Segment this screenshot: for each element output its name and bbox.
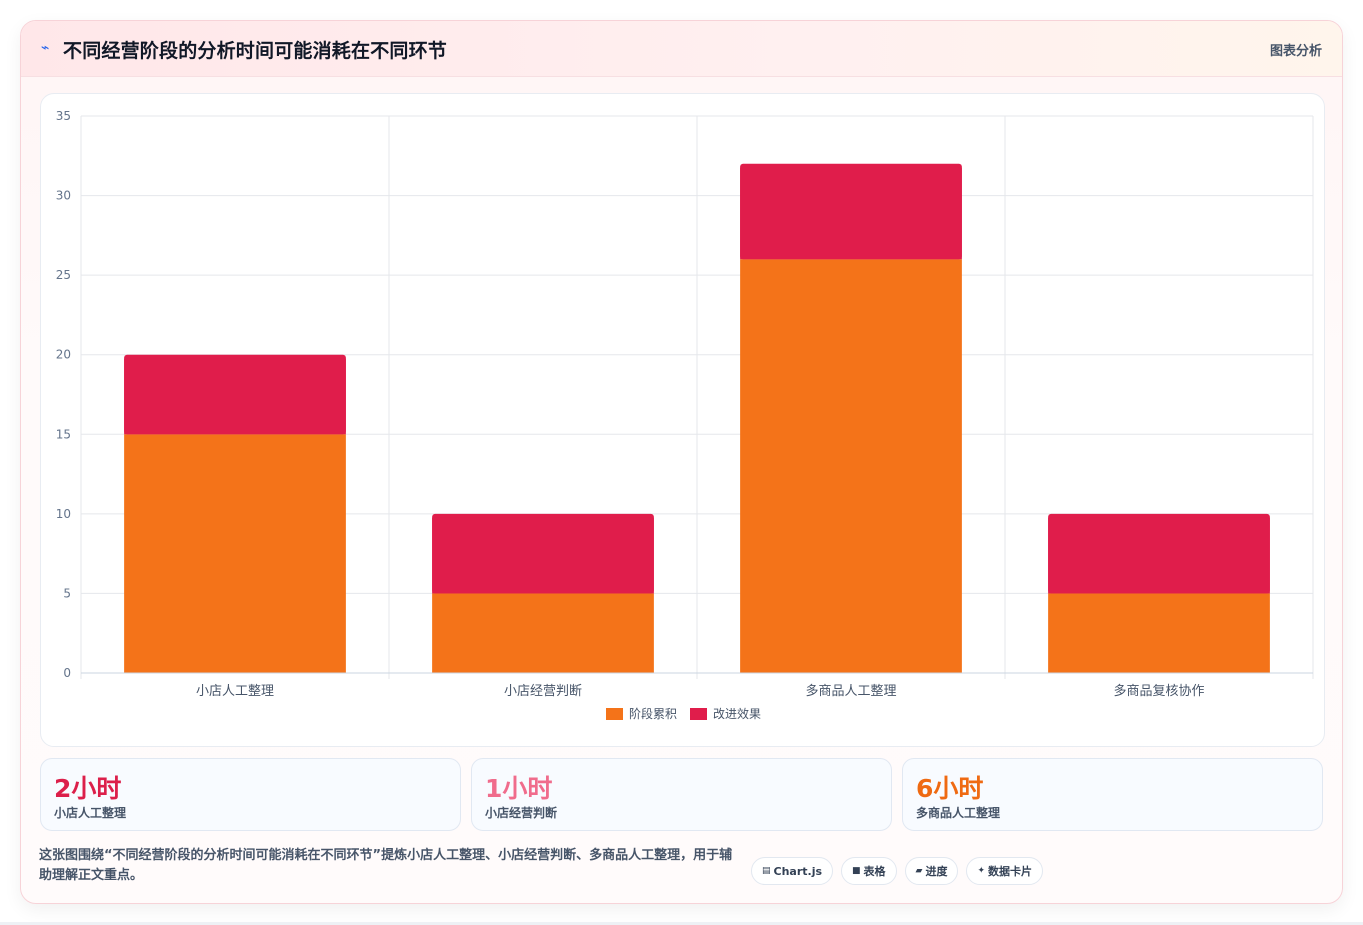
chart-caption: 这张图围绕“不同经营阶段的分析时间可能消耗在不同环节”提炼小店人工整理、小店经营… bbox=[39, 848, 733, 883]
chip-table[interactable]: ■ 表格 bbox=[841, 857, 897, 885]
chip-chartjs[interactable]: ▤ Chart.js bbox=[751, 857, 834, 885]
stat-value: 1小时 bbox=[485, 774, 553, 803]
chart-panel: 0 5 10 15 20 25 30 35 小店人工整理 小店经营判断 多商品人工整理 多商品复核协作… bbox=[40, 93, 1325, 747]
x-tick-label: 小店经营判断 bbox=[504, 684, 582, 699]
chip-label: 数据卡片 bbox=[988, 865, 1033, 878]
y-tick-label: 0 bbox=[63, 666, 71, 680]
bolt-icon: ⌁ bbox=[41, 40, 50, 56]
chip-label: 表格 bbox=[863, 865, 886, 878]
bar-segment-fill bbox=[1048, 517, 1270, 594]
stat-card: 6小时 多商品人工整理 bbox=[902, 758, 1323, 831]
y-tick-label: 30 bbox=[56, 189, 71, 203]
stat-label: 小店人工整理 bbox=[54, 806, 127, 820]
chart-card: ⌁ 不同经营阶段的分析时间可能消耗在不同环节 图表分析 0 5 10 15 20 25 30… bbox=[20, 20, 1343, 904]
stat-label: 多商品人工整理 bbox=[916, 806, 1001, 820]
bottom-divider bbox=[0, 922, 1363, 925]
bar-segment-fill bbox=[432, 517, 654, 594]
card-icon: ✦ bbox=[977, 866, 986, 876]
stat-card: 1小时 小店经营判断 bbox=[471, 758, 892, 831]
stacked-bar-chart: 0 5 10 15 20 25 30 35 小店人工整理 小店经营判断 多商品人工整理 多商品复核协作… bbox=[56, 109, 1314, 721]
y-tick-label: 5 bbox=[63, 586, 71, 600]
card-header: ⌁ 不同经营阶段的分析时间可能消耗在不同环节 图表分析 bbox=[21, 21, 1342, 77]
x-tick-label: 多商品复核协作 bbox=[1113, 683, 1204, 699]
x-tick-label: 多商品人工整理 bbox=[805, 683, 896, 699]
y-tick-label: 20 bbox=[56, 348, 71, 362]
y-tick-label: 25 bbox=[56, 268, 71, 282]
chip-data-card[interactable]: ✦ 数据卡片 bbox=[966, 857, 1044, 885]
y-tick-label: 10 bbox=[56, 507, 71, 521]
legend-swatch bbox=[606, 708, 623, 720]
chart-analysis-link[interactable]: 图表分析 bbox=[1269, 44, 1322, 59]
bar-segment bbox=[432, 593, 654, 673]
bar-segment bbox=[1048, 593, 1270, 673]
stat-card: 2小时 小店人工整理 bbox=[40, 758, 461, 831]
legend-label: 改进效果 bbox=[713, 706, 761, 721]
table-icon: ■ bbox=[852, 866, 861, 876]
progress-icon: ▰ bbox=[915, 866, 923, 876]
bar-segment bbox=[124, 434, 346, 673]
bar-segment-fill bbox=[740, 167, 962, 260]
y-tick-label: 15 bbox=[56, 427, 71, 441]
chip-row: ▤ Chart.js ■ 表格 ▰ 进度 ✦ 数据卡片 bbox=[751, 857, 1044, 885]
stat-value: 6小时 bbox=[916, 774, 984, 803]
stat-label: 小店经营判断 bbox=[485, 806, 558, 820]
chip-label: Chart.js bbox=[773, 864, 823, 878]
legend-swatch bbox=[690, 708, 707, 720]
stat-value: 2小时 bbox=[54, 774, 122, 803]
x-tick-label: 小店人工整理 bbox=[196, 684, 274, 699]
chip-label: 进度 bbox=[925, 865, 948, 878]
bar-segment bbox=[740, 259, 962, 673]
y-tick-label: 35 bbox=[56, 109, 71, 123]
bar-segment-fill bbox=[124, 358, 346, 435]
chart-icon: ▤ bbox=[762, 866, 771, 876]
chip-progress[interactable]: ▰ 进度 bbox=[904, 857, 959, 885]
legend-label: 阶段累积 bbox=[629, 706, 677, 721]
page-title: 不同经营阶段的分析时间可能消耗在不同环节 bbox=[63, 40, 448, 62]
